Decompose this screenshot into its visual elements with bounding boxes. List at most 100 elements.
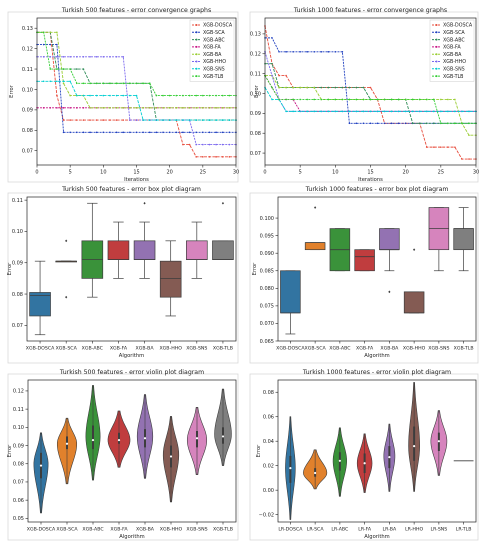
series-point [95,55,98,58]
series-point [228,119,231,121]
legend-marker [195,31,198,34]
series-point [334,86,337,89]
series-point [62,119,65,121]
box-XGB-ABC [329,228,351,272]
series-point [162,131,164,134]
series-point [320,86,323,89]
series-point [390,110,393,113]
y-tick-label: 0.11 [13,407,24,413]
series-point [129,131,131,134]
series-point [355,86,358,89]
legend-marker [195,45,198,48]
violin-XGB-TLB [214,388,232,466]
y-tick-label: 0.11 [250,71,261,77]
y-axis-label: Error [9,84,15,98]
series-point [56,43,58,46]
x-tick-label: XGB-BA [136,346,155,352]
series-point [76,55,78,58]
series-point [285,74,287,77]
plot-area [277,379,477,523]
violin-median [314,471,317,475]
series-point [62,107,65,109]
series-point [76,82,78,85]
y-tick-label: 0.06 [263,415,274,421]
violin-median [388,456,391,459]
series-point [383,110,386,113]
x-tick-label: 0 [263,170,266,176]
series-point [89,107,91,109]
series-point [320,110,323,113]
legend-marker [435,31,438,34]
legend-marker [195,38,198,41]
box-XGB-BA [133,201,156,279]
series-point [461,110,463,113]
box-flier [65,239,68,243]
violin-LR-HHO [408,382,420,492]
series-point [215,107,217,109]
x-axis-label: Iterations [358,177,383,183]
x-tick-label: XGB-HHO [403,346,426,352]
box-XGB-TLB [212,201,234,261]
series-point [440,122,442,125]
series-point [418,98,421,101]
box-body [133,240,156,260]
series-point [62,68,65,70]
series-point [142,107,144,109]
series-point [383,122,386,125]
series-point [135,82,138,85]
series-point [95,119,98,121]
x-axis-label: Algorithm [364,534,389,540]
chart-panel-3: Turkish 500 features - error box plot di… [7,186,239,364]
legend-marker [435,75,438,78]
series-point [122,55,125,58]
x-tick-label: 20 [166,170,172,176]
chart-panel-5: Turkish 500 features - error violin plot… [7,369,239,541]
series-point [49,31,52,34]
series-point [404,122,407,125]
y-tick-label: 0.13 [250,32,261,38]
box-XGB-BA [379,228,400,294]
series-point [425,146,428,148]
x-tick-label: XGB-ABC [329,346,351,352]
series-point [362,122,365,125]
y-tick-label: 0.08 [13,462,24,468]
series-point [278,50,280,53]
x-tick-label: 25 [438,170,444,176]
chart-panel-6: Turkish 1000 features - error violin plo… [249,369,479,541]
box-XGB-ABC [81,202,104,298]
series-point [102,107,105,109]
series-point [221,131,224,134]
series-point [362,86,365,89]
series-point [447,122,449,125]
box-body [107,240,130,260]
series-point [433,98,435,101]
series-point [468,110,470,113]
series-point [313,86,316,89]
series-point [228,143,231,146]
series-point [168,94,171,97]
chart-title: Turkish 500 features - error box plot di… [61,186,201,193]
box-body [403,291,425,314]
y-tick-label: 0.02 [263,463,274,469]
series-point [142,119,144,121]
x-tick-label: XGB-FA [110,346,128,352]
series-point [208,156,211,158]
x-tick-label: LR-BA [383,527,397,533]
panel-border [7,192,239,364]
y-tick-label: 0.11 [22,67,33,73]
x-tick-label: XGB-BA [380,346,399,352]
series-point [397,122,400,125]
series-point [62,131,65,134]
x-tick-label: XGB-SNS [186,346,207,352]
series-point [411,98,414,101]
y-tick-label: 0.07 [12,323,23,329]
y-tick-label: 0.08 [250,131,261,137]
x-tick-label: LR-FA [358,527,372,533]
series-point [76,131,78,134]
series-point [355,122,358,125]
series-point [404,98,407,101]
panel-border [7,11,239,183]
series-point [271,86,273,89]
series-point [115,131,118,134]
series-point [82,55,85,58]
